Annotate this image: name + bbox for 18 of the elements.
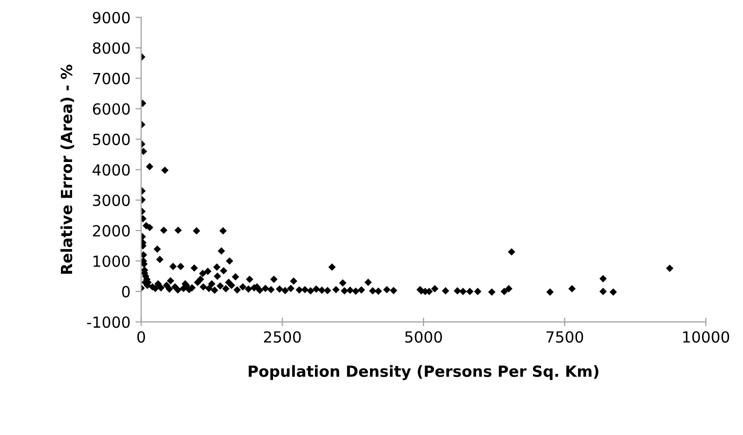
x-tick-label: 2500 <box>264 331 301 343</box>
y-tick-label: 5000 <box>93 134 130 146</box>
y-axis-title: Relative Error (Area) - % <box>60 64 74 274</box>
y-tick-label: 1000 <box>94 255 130 268</box>
x-tick-label: 7500 <box>546 331 584 343</box>
y-tick-label: 6000 <box>92 103 130 115</box>
y-tick-label: 0 <box>122 286 130 298</box>
y-tick-label: 8000 <box>92 42 130 54</box>
x-tick-label: 10000 <box>683 331 730 343</box>
x-tick-label: 5000 <box>405 331 442 343</box>
y-tick-label: 4000 <box>92 164 130 176</box>
y-tick-label: 3000 <box>93 194 130 206</box>
y-tick-label: 2000 <box>92 225 130 237</box>
x-tick-label: 0 <box>137 331 146 343</box>
y-tick-label: -1000 <box>87 316 130 328</box>
y-tick-label: 9000 <box>92 12 130 24</box>
x-axis-title: Population Density (Persons Per Sq. Km) <box>248 365 598 380</box>
y-tick-label: 7000 <box>93 72 130 84</box>
